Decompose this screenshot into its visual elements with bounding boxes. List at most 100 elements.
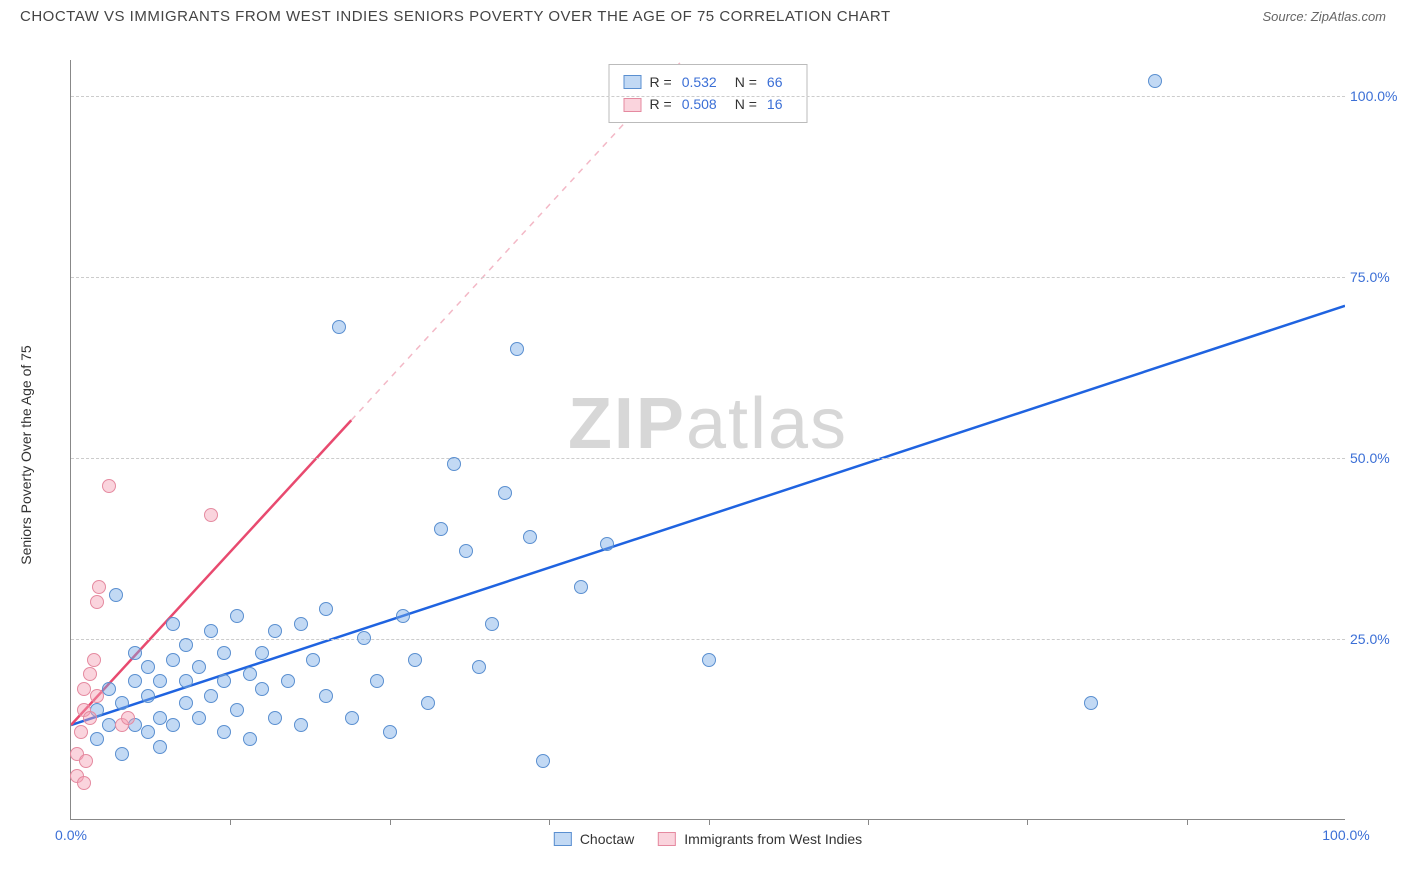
legend-label: Choctaw bbox=[580, 831, 634, 847]
data-point bbox=[128, 674, 142, 688]
data-point bbox=[92, 580, 106, 594]
stat-r-value: 0.532 bbox=[682, 71, 717, 93]
data-point bbox=[90, 732, 104, 746]
data-point bbox=[77, 776, 91, 790]
y-axis-label: Seniors Poverty Over the Age of 75 bbox=[18, 345, 34, 564]
data-point bbox=[434, 522, 448, 536]
data-point bbox=[408, 653, 422, 667]
data-point bbox=[600, 537, 614, 551]
data-point bbox=[230, 609, 244, 623]
legend-label: Immigrants from West Indies bbox=[684, 831, 862, 847]
source-label: Source: ZipAtlas.com bbox=[1262, 9, 1386, 24]
data-point bbox=[141, 660, 155, 674]
data-point bbox=[217, 674, 231, 688]
stat-r-label: R = bbox=[650, 71, 672, 93]
gridline bbox=[71, 277, 1345, 278]
data-point bbox=[447, 457, 461, 471]
x-tick bbox=[1027, 819, 1028, 825]
data-point bbox=[192, 711, 206, 725]
data-point bbox=[179, 674, 193, 688]
data-point bbox=[319, 689, 333, 703]
stats-legend: R =0.532N =66R =0.508N =16 bbox=[609, 64, 808, 123]
data-point bbox=[472, 660, 486, 674]
data-point bbox=[230, 703, 244, 717]
data-point bbox=[121, 711, 135, 725]
data-point bbox=[345, 711, 359, 725]
gridline bbox=[71, 96, 1345, 97]
data-point bbox=[268, 624, 282, 638]
data-point bbox=[523, 530, 537, 544]
data-point bbox=[574, 580, 588, 594]
stat-n-label: N = bbox=[735, 71, 757, 93]
data-point bbox=[83, 667, 97, 681]
data-point bbox=[204, 508, 218, 522]
y-tick-label: 50.0% bbox=[1350, 450, 1405, 466]
data-point bbox=[243, 667, 257, 681]
data-point bbox=[1084, 696, 1098, 710]
data-point bbox=[294, 718, 308, 732]
data-point bbox=[74, 725, 88, 739]
data-point bbox=[166, 617, 180, 631]
data-point bbox=[128, 646, 142, 660]
data-point bbox=[243, 732, 257, 746]
x-tick bbox=[709, 819, 710, 825]
data-point bbox=[485, 617, 499, 631]
trend-lines bbox=[71, 60, 1345, 819]
stats-row: R = 0.532 N = 66 bbox=[624, 71, 793, 93]
data-point bbox=[383, 725, 397, 739]
legend-item: Choctaw bbox=[554, 831, 634, 847]
data-point bbox=[179, 696, 193, 710]
data-point bbox=[204, 689, 218, 703]
data-point bbox=[115, 747, 129, 761]
data-point bbox=[498, 486, 512, 500]
data-point bbox=[102, 479, 116, 493]
chart-area: Seniors Poverty Over the Age of 75 ZIPat… bbox=[50, 60, 1390, 850]
x-tick bbox=[868, 819, 869, 825]
data-point bbox=[166, 718, 180, 732]
data-point bbox=[166, 653, 180, 667]
x-tick bbox=[230, 819, 231, 825]
data-point bbox=[421, 696, 435, 710]
data-point bbox=[536, 754, 550, 768]
data-point bbox=[1148, 74, 1162, 88]
data-point bbox=[141, 725, 155, 739]
data-point bbox=[87, 653, 101, 667]
watermark: ZIPatlas bbox=[568, 383, 848, 465]
scatter-plot: ZIPatlas R =0.532N =66R =0.508N =16 Choc… bbox=[70, 60, 1345, 820]
data-point bbox=[115, 696, 129, 710]
x-tick bbox=[390, 819, 391, 825]
data-point bbox=[255, 682, 269, 696]
x-tick-label: 0.0% bbox=[55, 827, 87, 843]
data-point bbox=[90, 595, 104, 609]
legend-swatch bbox=[624, 98, 642, 112]
data-point bbox=[179, 638, 193, 652]
y-tick-label: 100.0% bbox=[1350, 88, 1405, 104]
data-point bbox=[141, 689, 155, 703]
chart-title: CHOCTAW VS IMMIGRANTS FROM WEST INDIES S… bbox=[20, 8, 891, 25]
gridline bbox=[71, 458, 1345, 459]
data-point bbox=[702, 653, 716, 667]
data-point bbox=[255, 646, 269, 660]
data-point bbox=[459, 544, 473, 558]
data-point bbox=[153, 740, 167, 754]
data-point bbox=[79, 754, 93, 768]
data-point bbox=[370, 674, 384, 688]
data-point bbox=[332, 320, 346, 334]
stat-n-value: 66 bbox=[767, 71, 783, 93]
data-point bbox=[268, 711, 282, 725]
legend-swatch bbox=[624, 75, 642, 89]
data-point bbox=[90, 689, 104, 703]
data-point bbox=[294, 617, 308, 631]
x-tick-label: 100.0% bbox=[1322, 827, 1369, 843]
legend-swatch bbox=[658, 832, 676, 846]
data-point bbox=[204, 624, 218, 638]
data-point bbox=[83, 711, 97, 725]
data-point bbox=[510, 342, 524, 356]
data-point bbox=[109, 588, 123, 602]
y-tick-label: 25.0% bbox=[1350, 631, 1405, 647]
data-point bbox=[102, 682, 116, 696]
y-tick-label: 75.0% bbox=[1350, 269, 1405, 285]
data-point bbox=[306, 653, 320, 667]
legend-item: Immigrants from West Indies bbox=[658, 831, 862, 847]
x-tick bbox=[549, 819, 550, 825]
